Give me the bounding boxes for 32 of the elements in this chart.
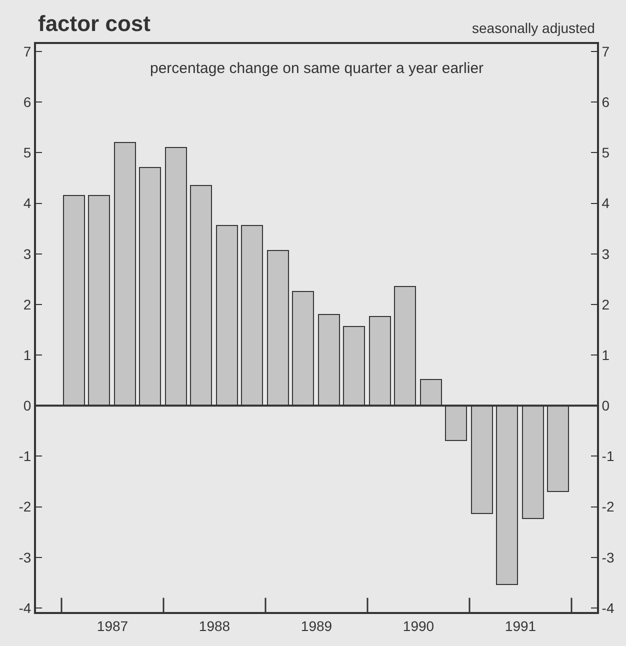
y2-tick-label: 5: [602, 144, 610, 161]
annotation: percentage change on same quarter a year earlier: [150, 60, 484, 77]
y2-tick-label: 4: [602, 195, 610, 212]
chart-subtitle: seasonally adjusted: [472, 20, 595, 36]
y2-tick-label: -2: [602, 498, 614, 515]
y-tick-label: -2: [18, 498, 32, 515]
y2-tick-label: 7: [602, 43, 610, 60]
y-tick-label: 6: [23, 94, 32, 110]
y-tick-label: 0: [23, 398, 32, 414]
y-tick-label: 5: [23, 144, 32, 161]
x-tick-label: 1991: [504, 618, 536, 634]
y2-tick-label: 6: [602, 94, 610, 110]
y-tick-label: 7: [23, 43, 32, 60]
y-tick-label: -4: [18, 600, 32, 616]
y2-tick-label: 1: [602, 346, 610, 363]
y-tick-label: 2: [23, 296, 32, 312]
x-tick-label: 1990: [402, 618, 434, 634]
x-tick-label: 1988: [198, 618, 230, 634]
y2-tick-label: 3: [602, 246, 610, 262]
y2-tick-label: 2: [602, 296, 610, 312]
y-tick-label: 3: [23, 246, 32, 262]
y2-tick-label: 0: [602, 398, 610, 414]
y-tick-label: -1: [18, 448, 32, 464]
x-tick-label: 1987: [96, 618, 128, 634]
chart-title: factor cost: [38, 11, 152, 36]
y-tick-label: -3: [18, 549, 32, 566]
y-tick-label: 4: [23, 195, 32, 212]
y2-tick-label: -4: [602, 600, 614, 616]
y2-tick-label: -1: [602, 448, 614, 464]
y2-tick-label: -3: [602, 549, 614, 566]
y-tick-label: 1: [23, 346, 32, 363]
x-tick-label: 1989: [300, 618, 332, 634]
